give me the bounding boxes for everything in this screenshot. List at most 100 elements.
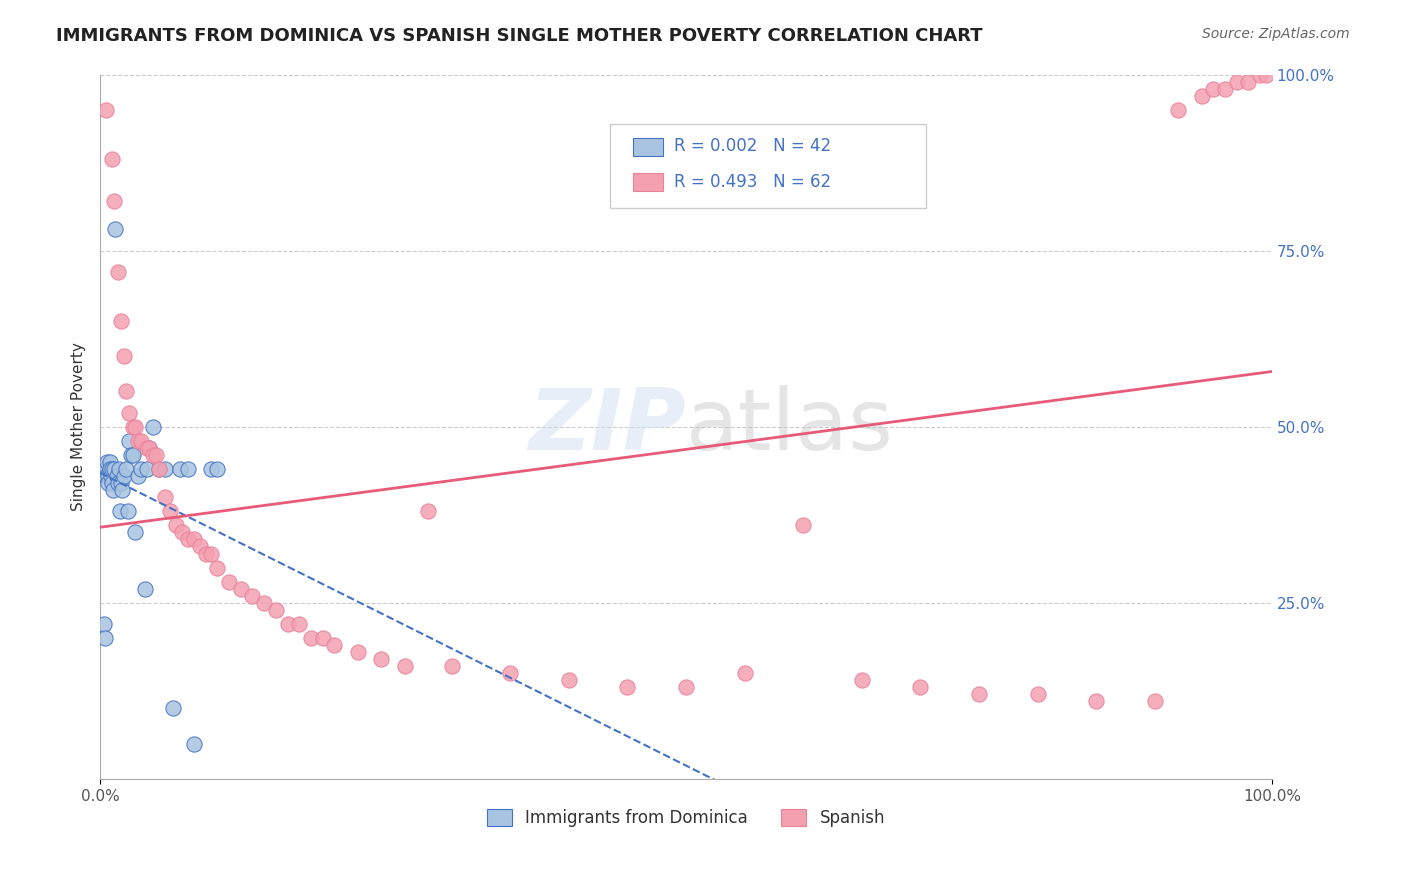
- Point: [394, 659, 416, 673]
- Point: [122, 419, 145, 434]
- Point: [124, 525, 146, 540]
- Point: [177, 533, 200, 547]
- FancyBboxPatch shape: [610, 124, 927, 209]
- Point: [288, 616, 311, 631]
- Point: [218, 574, 240, 589]
- Point: [94, 631, 117, 645]
- Point: [242, 589, 264, 603]
- Text: ZIP: ZIP: [529, 385, 686, 468]
- Point: [207, 462, 229, 476]
- Point: [734, 666, 756, 681]
- Point: [440, 659, 463, 673]
- Point: [188, 540, 211, 554]
- Point: [136, 441, 159, 455]
- Point: [207, 560, 229, 574]
- Point: [122, 448, 145, 462]
- Point: [1254, 68, 1277, 82]
- Y-axis label: Single Mother Poverty: Single Mother Poverty: [72, 343, 86, 511]
- Point: [101, 476, 124, 491]
- Point: [1213, 81, 1236, 95]
- Point: [110, 476, 132, 491]
- Point: [153, 462, 176, 476]
- Point: [616, 681, 638, 695]
- Point: [93, 616, 115, 631]
- Legend: Immigrants from Dominica, Spanish: Immigrants from Dominica, Spanish: [481, 803, 891, 834]
- Point: [108, 462, 131, 476]
- Point: [120, 448, 142, 462]
- Point: [94, 469, 117, 483]
- Point: [100, 469, 122, 483]
- Point: [97, 476, 120, 491]
- Point: [97, 469, 120, 483]
- Point: [264, 603, 287, 617]
- Point: [138, 441, 160, 455]
- Point: [418, 504, 440, 518]
- Point: [129, 462, 152, 476]
- Point: [675, 681, 697, 695]
- Point: [101, 152, 124, 166]
- Point: [312, 631, 335, 645]
- Bar: [633, 173, 662, 191]
- Point: [118, 434, 141, 448]
- Point: [165, 518, 187, 533]
- Point: [851, 673, 873, 688]
- Point: [118, 406, 141, 420]
- Point: [108, 504, 131, 518]
- Text: atlas: atlas: [686, 385, 894, 468]
- Point: [370, 652, 392, 666]
- Point: [111, 483, 134, 497]
- Point: [94, 462, 117, 476]
- Point: [94, 103, 117, 117]
- Point: [177, 462, 200, 476]
- Point: [96, 455, 118, 469]
- Point: [172, 525, 194, 540]
- Point: [98, 455, 121, 469]
- Point: [200, 462, 222, 476]
- Point: [1191, 88, 1213, 103]
- Point: [323, 638, 346, 652]
- Point: [127, 434, 149, 448]
- Point: [200, 547, 222, 561]
- Point: [910, 681, 932, 695]
- Point: [142, 419, 165, 434]
- Text: Source: ZipAtlas.com: Source: ZipAtlas.com: [1202, 27, 1350, 41]
- Point: [1026, 687, 1049, 701]
- Text: R = 0.002   N = 42: R = 0.002 N = 42: [675, 137, 831, 155]
- Point: [194, 547, 217, 561]
- Point: [101, 483, 124, 497]
- Point: [792, 518, 814, 533]
- Point: [101, 462, 124, 476]
- Point: [98, 462, 121, 476]
- Point: [299, 631, 322, 645]
- Point: [183, 737, 205, 751]
- Point: [967, 687, 990, 701]
- Point: [148, 462, 170, 476]
- Point: [229, 582, 252, 596]
- Point: [162, 701, 184, 715]
- Point: [129, 434, 152, 448]
- Point: [134, 582, 156, 596]
- Point: [1226, 74, 1249, 88]
- Point: [103, 462, 125, 476]
- Point: [115, 384, 138, 399]
- Point: [153, 490, 176, 504]
- Point: [1085, 694, 1108, 708]
- Point: [103, 194, 125, 209]
- Point: [136, 462, 159, 476]
- Text: IMMIGRANTS FROM DOMINICA VS SPANISH SINGLE MOTHER POVERTY CORRELATION CHART: IMMIGRANTS FROM DOMINICA VS SPANISH SING…: [56, 27, 983, 45]
- Point: [347, 645, 370, 659]
- Point: [112, 349, 135, 363]
- Point: [1202, 81, 1225, 95]
- Point: [127, 469, 149, 483]
- Point: [1249, 68, 1271, 82]
- Point: [159, 504, 181, 518]
- Text: R = 0.493   N = 62: R = 0.493 N = 62: [675, 172, 831, 191]
- Point: [124, 419, 146, 434]
- Point: [183, 533, 205, 547]
- Point: [117, 504, 139, 518]
- Point: [148, 462, 170, 476]
- Point: [107, 265, 129, 279]
- Point: [253, 596, 276, 610]
- Point: [1167, 103, 1189, 117]
- Point: [277, 616, 299, 631]
